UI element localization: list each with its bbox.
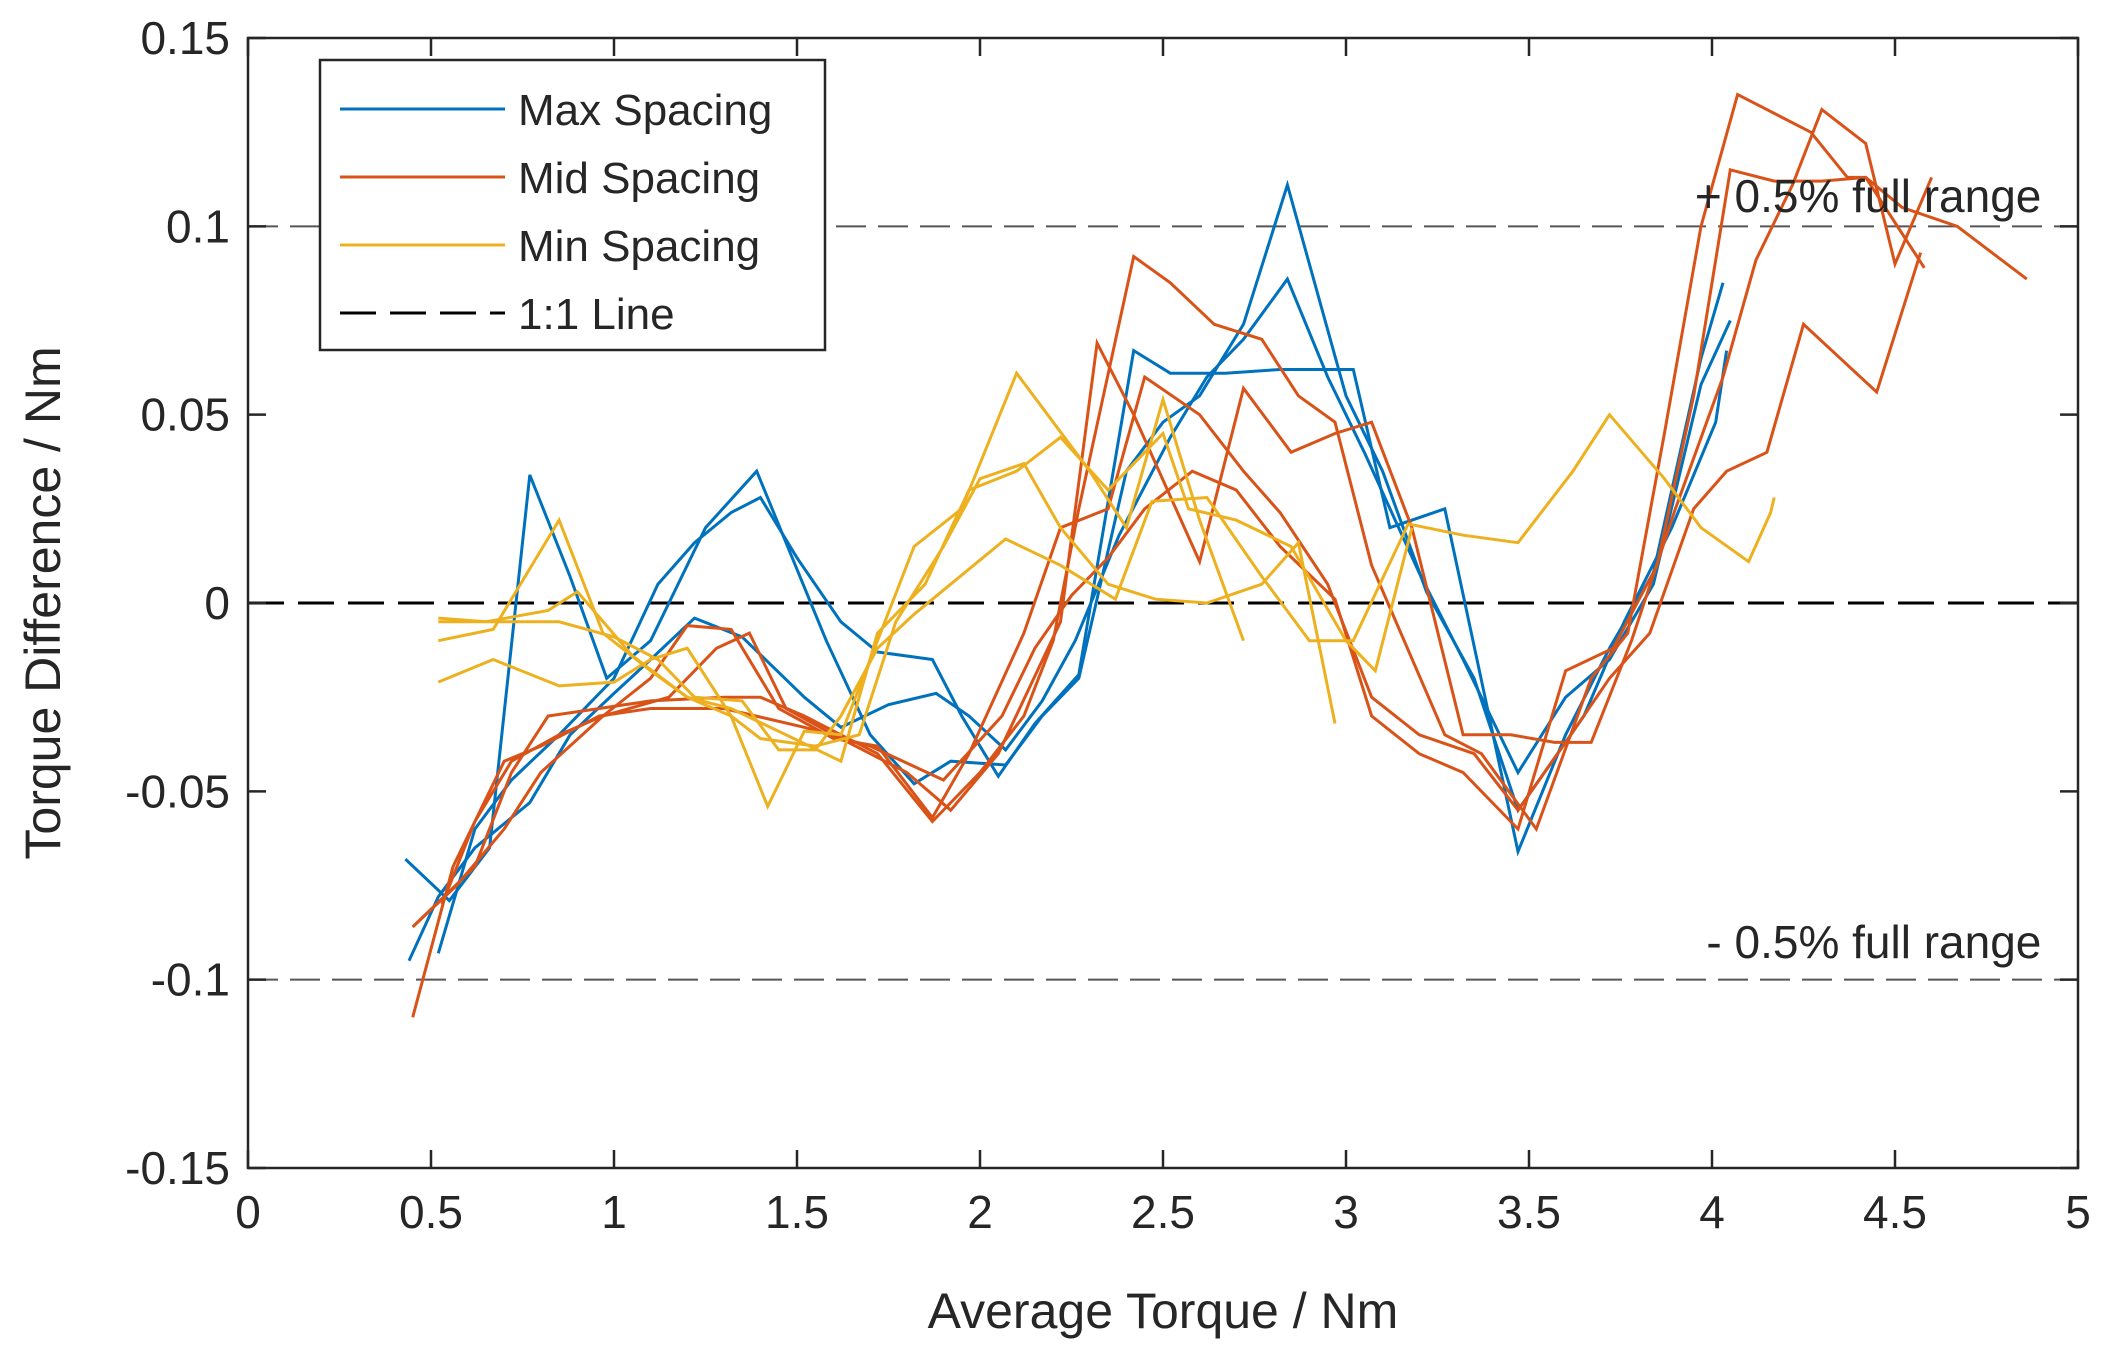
series-line-min-9	[438, 412, 1776, 752]
series-line-min-8	[437, 370, 1245, 811]
upper-band-annotation: + 0.5% full range	[1695, 170, 2042, 222]
series-line-mid-5	[411, 107, 1933, 928]
x-tick-label: 4.5	[1863, 1186, 1927, 1238]
y-axis-label: Torque Difference / Nm	[15, 346, 71, 859]
x-tick-label: 3.5	[1497, 1186, 1561, 1238]
x-axis-label: Average Torque / Nm	[928, 1283, 1399, 1339]
x-tick-label: 3	[1333, 1186, 1359, 1238]
series-layer	[404, 92, 2028, 1018]
x-tick-label: 5	[2065, 1186, 2091, 1238]
axis-ticks	[246, 36, 2080, 1170]
x-tick-labels: 0 0.5 1 1.5 2 2.5 3 3.5 4 4.5 5	[235, 1186, 2091, 1238]
legend-label-mid-spacing: Mid Spacing	[518, 154, 760, 203]
y-tick-label: 0.05	[140, 389, 230, 441]
x-tick-label: 4	[1699, 1186, 1725, 1238]
series-line-mid-3	[411, 167, 1926, 1018]
x-tick-label: 0.5	[399, 1186, 463, 1238]
x-tick-label: 1	[601, 1186, 627, 1238]
series-line-min-10	[438, 430, 1414, 764]
x-tick-label: 2	[967, 1186, 993, 1238]
legend-label-min-spacing: Min Spacing	[518, 222, 760, 271]
series-line-mid-6	[440, 252, 1923, 905]
legend-label-max-spacing: Max Spacing	[518, 86, 772, 135]
x-tick-label: 2.5	[1131, 1186, 1195, 1238]
y-tick-label: 0	[204, 577, 230, 629]
series-line-max-0	[407, 276, 1732, 962]
lower-band-annotation: - 0.5% full range	[1706, 916, 2041, 968]
x-tick-label: 0	[235, 1186, 261, 1238]
series-line-min-7	[437, 461, 1337, 748]
x-tick-label: 1.5	[765, 1186, 829, 1238]
y-tick-labels: -0.15 -0.1 -0.05 0 0.05 0.1 0.15	[125, 12, 230, 1194]
legend-label-1-1-line: 1:1 Line	[518, 290, 675, 339]
legend: Max Spacing Mid Spacing Min Spacing 1:1 …	[318, 58, 827, 352]
series-line-mid-4	[411, 92, 2028, 928]
y-tick-label: 0.1	[166, 200, 230, 252]
y-tick-label: -0.15	[125, 1142, 230, 1194]
y-tick-label: 0.15	[140, 12, 230, 64]
y-tick-label: -0.05	[125, 765, 230, 817]
y-tick-label: -0.1	[151, 954, 230, 1006]
